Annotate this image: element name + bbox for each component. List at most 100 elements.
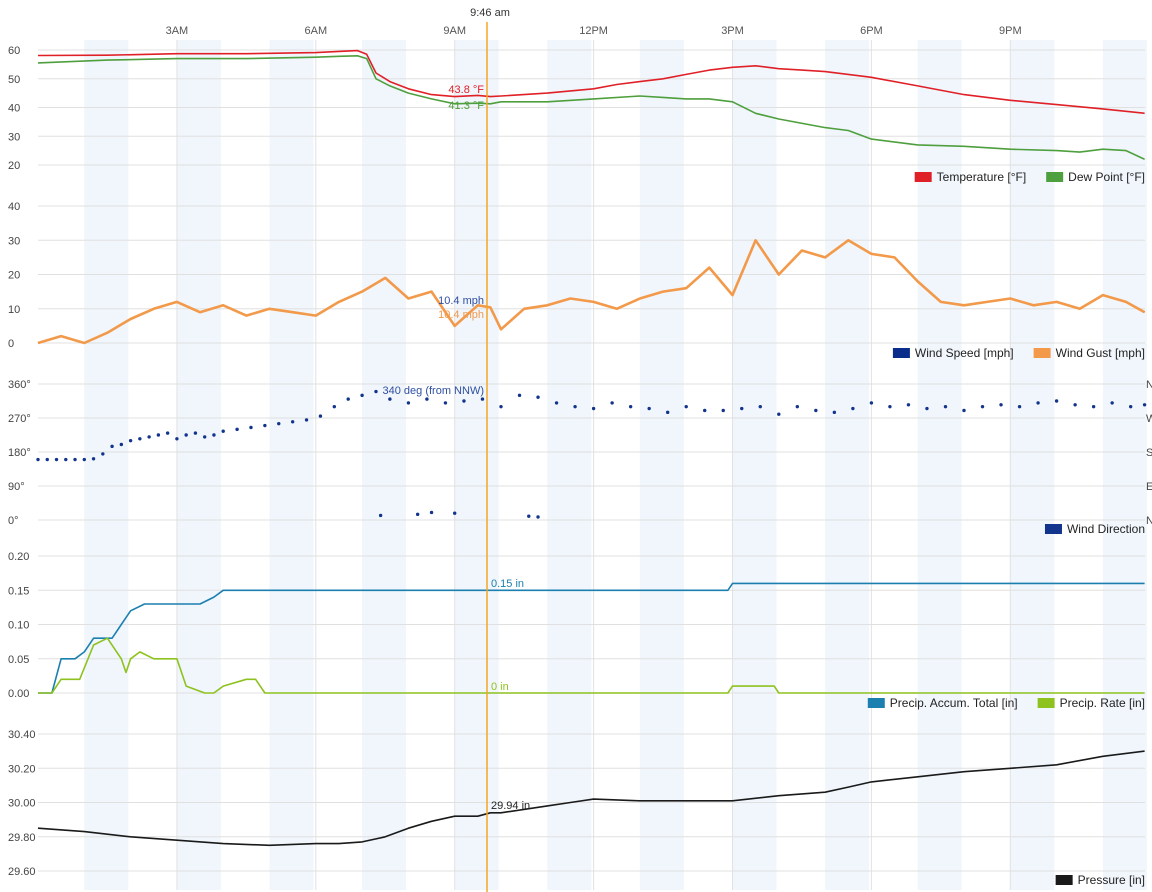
y-tick-label: 30 — [8, 235, 20, 247]
wind-direction-point — [1128, 404, 1133, 409]
time-tick-label: 9AM — [443, 25, 466, 37]
time-tick-label: 3AM — [166, 25, 189, 37]
legend-swatch — [914, 172, 932, 182]
wind-direction-point — [91, 457, 96, 461]
y-tick-label: 30.00 — [8, 798, 36, 810]
compass-tick-label: W — [1146, 413, 1152, 425]
pressure-line — [37, 750, 1145, 847]
time-tick-label: 9PM — [999, 25, 1022, 37]
wind-direction-point — [184, 433, 188, 437]
legend-swatch — [1046, 172, 1064, 182]
y-tick-label: 0.00 — [8, 688, 29, 700]
background-band — [825, 40, 870, 890]
legend-swatch — [1055, 875, 1073, 885]
wind-direction-point — [193, 431, 198, 435]
precip-rate-readout: 0 in — [491, 681, 509, 693]
background-band — [84, 40, 129, 890]
wind-direction-point — [1036, 401, 1040, 405]
wind-direction-point — [101, 452, 105, 456]
wind-speed-readout: 10.4 mph — [438, 295, 484, 307]
compass-tick-label: S — [1146, 447, 1152, 459]
precip-rate-line — [38, 637, 1145, 694]
wind-direction-point — [740, 406, 744, 411]
wind-direction-point — [499, 404, 503, 409]
y-tick-label: 40 — [8, 201, 20, 213]
background-band — [176, 40, 221, 890]
wind-direction-point — [374, 389, 378, 394]
wind-direction-point — [429, 510, 434, 515]
y-tick-label: 29.80 — [8, 832, 36, 844]
wind-direction-point — [221, 429, 225, 433]
wind-direction-point — [832, 410, 837, 415]
wind-direction-point — [1054, 399, 1059, 403]
cursor-annotations: 43.8 °F 41.3 °F 10.4 mph 10.4 mph 340 deg (f… — [383, 84, 531, 812]
wind-direction-point — [212, 433, 216, 437]
pressure-readout: 29.94 in — [491, 800, 530, 812]
y-tick-label: 30.40 — [8, 729, 36, 741]
background-band — [1102, 40, 1147, 890]
compass-tick-label: N — [1146, 379, 1152, 391]
y-tick-label: 50 — [8, 74, 20, 86]
legend-label: Wind Direction — [1067, 522, 1145, 536]
wind-direction-point — [45, 457, 49, 462]
time-axis: 3AM 6AM 9AM 12PM 3PM 6PM 9PM — [166, 25, 1022, 37]
wind-direction-point — [665, 410, 670, 415]
wind-direction-point — [573, 404, 577, 409]
wind-direction-point — [647, 406, 651, 411]
wind-direction-point — [360, 393, 364, 398]
y-tick-label: 30 — [8, 131, 20, 143]
time-tick-label: 12PM — [579, 25, 608, 37]
wind-direction-point — [235, 427, 239, 432]
time-cursor[interactable]: 9:46 am — [470, 7, 510, 892]
background-band — [362, 40, 407, 890]
wind-direction-point — [425, 397, 429, 401]
y-tick-label: 10 — [8, 304, 20, 316]
y-tick-label: 0.15 — [8, 585, 29, 597]
night-bands — [84, 40, 1147, 890]
wind-direction-point — [1110, 401, 1114, 405]
cursor-time-label: 9:46 am — [470, 7, 510, 19]
wind-direction-point — [346, 397, 350, 401]
y-tick-label: 0.10 — [8, 620, 29, 632]
wind-direction-point — [527, 514, 531, 518]
wind-direction-point — [758, 404, 762, 409]
background-band — [639, 40, 684, 890]
wind-direction-point — [36, 457, 40, 462]
compass-tick-label: E — [1146, 481, 1152, 493]
wind-direction-readout: 340 deg (from NNW) — [383, 385, 484, 397]
y-tick-label: 0.05 — [8, 654, 29, 666]
wind-direction-point — [263, 423, 267, 428]
wind-direction-point — [156, 433, 161, 437]
wind-direction-point — [388, 397, 392, 401]
wind-direction-point — [554, 401, 559, 405]
wind-direction-point — [591, 406, 596, 411]
wind-direction-point — [128, 438, 133, 443]
wind-direction-point — [980, 404, 985, 409]
background-band — [269, 40, 314, 890]
wind-direction-point — [536, 395, 540, 399]
background-band — [917, 40, 962, 890]
y-tick-label: 90° — [8, 481, 25, 493]
y-tick-label: 360° — [8, 379, 31, 391]
wind-gust-line — [37, 239, 1146, 345]
wind-direction-point — [378, 513, 383, 518]
wind-direction-point — [73, 457, 77, 462]
wind-direction-point — [888, 404, 892, 409]
wind-direction-point — [277, 421, 281, 426]
y-tick-label: 20 — [8, 160, 20, 172]
grid-lines: 60 50 40 30 20 40 30 20 10 0 360° N 270° W 180° S 90° E 0°… — [8, 40, 1152, 890]
wind-direction-point — [536, 515, 540, 519]
wind-direction-point — [406, 401, 411, 405]
legend-label: Wind Speed [mph] — [915, 346, 1014, 360]
wind-gust-readout: 10.4 mph — [438, 309, 484, 321]
y-tick-label: 180° — [8, 447, 31, 459]
y-tick-label: 0° — [8, 515, 19, 527]
legend-swatch — [1033, 348, 1051, 358]
time-tick-label: 3PM — [721, 25, 744, 37]
wind-direction-point — [906, 403, 911, 407]
wind-direction-point — [962, 408, 966, 413]
wind-direction-point — [138, 437, 142, 441]
wind-direction-point — [517, 393, 522, 398]
legend-swatch — [867, 698, 885, 708]
